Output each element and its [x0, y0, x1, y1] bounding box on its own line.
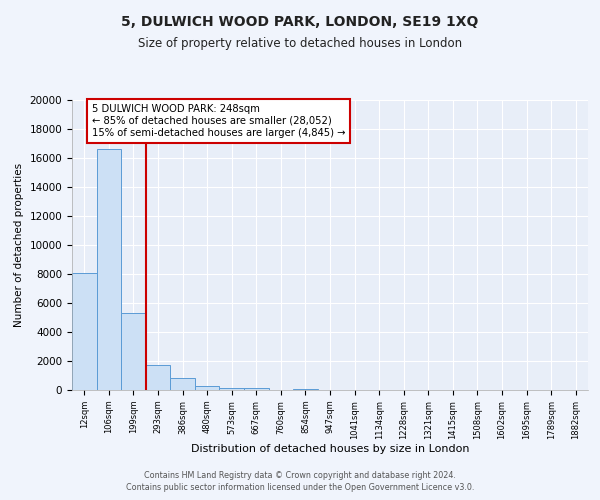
Bar — [293, 388, 318, 390]
Bar — [97, 150, 121, 390]
Bar — [72, 272, 97, 390]
X-axis label: Distribution of detached houses by size in London: Distribution of detached houses by size … — [191, 444, 469, 454]
Text: 5, DULWICH WOOD PARK, LONDON, SE19 1XQ: 5, DULWICH WOOD PARK, LONDON, SE19 1XQ — [121, 15, 479, 29]
Bar — [121, 313, 146, 390]
Bar — [146, 364, 170, 390]
Bar — [170, 378, 195, 390]
Text: Size of property relative to detached houses in London: Size of property relative to detached ho… — [138, 38, 462, 51]
Text: 5 DULWICH WOOD PARK: 248sqm
← 85% of detached houses are smaller (28,052)
15% of: 5 DULWICH WOOD PARK: 248sqm ← 85% of det… — [92, 104, 345, 138]
Text: Contains HM Land Registry data © Crown copyright and database right 2024.: Contains HM Land Registry data © Crown c… — [144, 471, 456, 480]
Text: Contains public sector information licensed under the Open Government Licence v3: Contains public sector information licen… — [126, 484, 474, 492]
Bar — [244, 388, 269, 390]
Bar — [220, 388, 244, 390]
Bar — [195, 386, 220, 390]
Y-axis label: Number of detached properties: Number of detached properties — [14, 163, 24, 327]
